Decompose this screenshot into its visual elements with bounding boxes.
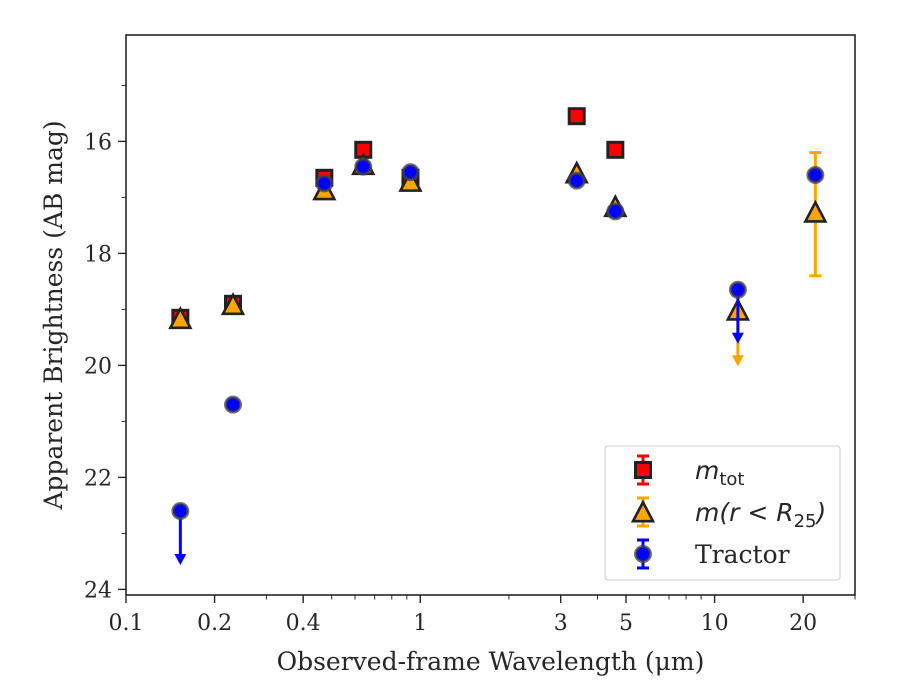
- axis-ticks: 0.1 0.2 0.4 1 3 5 10 20 16 18 20 22 24: [84, 84, 856, 636]
- data-point-circle: [806, 166, 825, 184]
- circle-marker: [606, 202, 625, 221]
- x-axis-title: Observed-frame Wavelength (μm): [277, 647, 705, 676]
- circle-marker: [567, 171, 586, 190]
- data-point-circle: [354, 157, 373, 176]
- x-tick-label: 20: [789, 611, 817, 636]
- y-tick-label: 16: [84, 130, 112, 155]
- circle-marker: [354, 157, 373, 176]
- x-tick-label: 0.4: [286, 611, 321, 636]
- legend-label-main: m(r < R: [695, 498, 794, 527]
- legend-label-main: m: [695, 456, 719, 485]
- circle-marker: [224, 395, 243, 414]
- legend-label: Tractor: [695, 540, 790, 569]
- data-point-square: [606, 140, 625, 159]
- x-tick-label: 1: [413, 611, 427, 636]
- data-point-circle: [606, 202, 625, 221]
- series-circle: [171, 157, 825, 565]
- data-point-circle: [315, 174, 334, 193]
- y-tick-label: 22: [84, 466, 112, 491]
- y-tick-label: 24: [84, 578, 112, 603]
- legend-label: m(r < R25): [695, 498, 826, 532]
- square-marker: [567, 107, 586, 126]
- legend-entry-tractor: Tractor: [634, 538, 790, 570]
- upper-limit-arrow-head: [731, 332, 744, 344]
- square-marker: [634, 461, 652, 479]
- y-tick-label: 18: [84, 242, 112, 267]
- legend-label-subscript: 25: [794, 511, 817, 532]
- triangle-marker: [630, 499, 656, 523]
- legend-label: mtot: [695, 456, 745, 490]
- x-tick-label: 5: [619, 611, 633, 636]
- triangle-marker: [168, 306, 193, 330]
- y-tick-label: 20: [84, 354, 112, 379]
- y-axis-title: Apparent Brightness (AB mag): [39, 120, 68, 510]
- circle-marker: [806, 166, 825, 184]
- data-point-triangle: [168, 306, 193, 330]
- legend-square-marker: [634, 454, 652, 486]
- x-tick-label: 10: [701, 611, 729, 636]
- data-point-circle: [171, 502, 190, 565]
- x-tick-label: 0.1: [109, 611, 144, 636]
- legend-label-subscript: tot: [719, 469, 744, 490]
- data-point-circle: [401, 163, 420, 182]
- legend-circle-marker: [634, 538, 652, 570]
- data-point-triangle: [220, 292, 246, 316]
- triangle-marker: [803, 199, 828, 223]
- upper-limit-arrow-head: [174, 554, 187, 565]
- x-tick-label: 3: [554, 611, 568, 636]
- series-triangle: [168, 151, 828, 367]
- x-tick-label: 0.2: [197, 611, 232, 636]
- legend-entry-m-tot: mtot: [634, 454, 745, 490]
- data-point-square: [567, 107, 586, 126]
- triangle-marker: [220, 292, 246, 316]
- legend-entry-m-r25: m(r < R25): [630, 496, 826, 532]
- square-marker: [606, 140, 625, 159]
- upper-limit-arrow-head: [731, 355, 744, 367]
- data-point-circle: [224, 395, 243, 414]
- legend-box: [604, 445, 841, 581]
- legend-triangle-marker: [630, 496, 656, 528]
- data-point-circle: [728, 280, 747, 344]
- legend-label-end: ): [815, 498, 827, 527]
- data-series-layer: [168, 107, 828, 565]
- circle-marker: [171, 502, 190, 520]
- circle-marker: [401, 163, 420, 182]
- circle-marker: [634, 545, 652, 563]
- series-square: [171, 107, 625, 327]
- legend: mtot m(r < R25) Tractor: [604, 445, 841, 581]
- circle-marker: [728, 280, 747, 299]
- plot-frame: [125, 34, 856, 596]
- data-point-circle: [567, 171, 586, 190]
- circle-marker: [315, 174, 334, 193]
